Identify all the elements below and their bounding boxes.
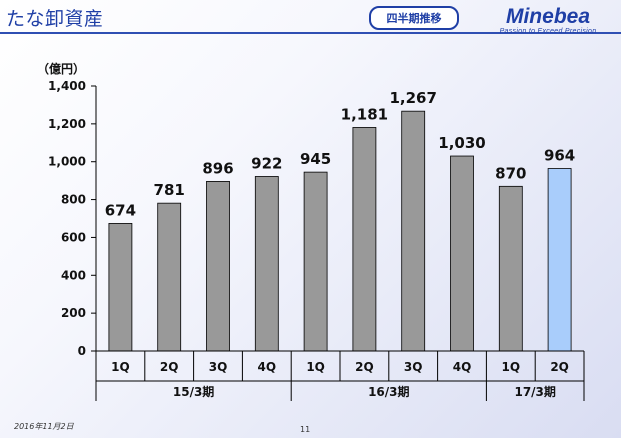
- bar-value-label: 674: [105, 201, 136, 219]
- bar-value-label: 1,267: [389, 89, 436, 107]
- bar-value-label: 781: [154, 181, 185, 199]
- fiscal-year-label: 17/3期: [514, 384, 555, 399]
- bar: [450, 155, 474, 352]
- bar: [108, 223, 133, 352]
- title-underline: [0, 32, 621, 34]
- y-tick-label: 600: [61, 230, 86, 244]
- x-tick-label: 1Q: [111, 360, 130, 374]
- bar-value-label: 1,181: [341, 105, 388, 123]
- bar-value-label: 1,030: [438, 134, 485, 152]
- x-tick-label: 3Q: [209, 360, 228, 374]
- bar: [206, 180, 230, 352]
- x-tick-label: 2Q: [550, 360, 569, 374]
- y-axis-unit-label: （億円）: [37, 61, 85, 76]
- y-tick-label: 1,400: [48, 79, 86, 93]
- bar: [303, 171, 328, 352]
- bar-value-label: 945: [300, 150, 331, 168]
- page-title: たな卸資産: [6, 8, 104, 30]
- company-logo: Minebea Passion to Exceed Precision: [480, 5, 616, 36]
- bar: [352, 127, 377, 352]
- x-tick-label: 2Q: [355, 360, 374, 374]
- logo-name: Minebea: [505, 5, 591, 28]
- fiscal-year-label: 16/3期: [368, 384, 409, 399]
- x-tick-label: 3Q: [404, 360, 423, 374]
- bar-value-label: 922: [251, 154, 282, 172]
- bar: [498, 185, 523, 352]
- x-tick-label: 1Q: [502, 360, 521, 374]
- bar: [547, 168, 572, 352]
- x-tick-label: 1Q: [306, 360, 325, 374]
- x-tick-label: 4Q: [258, 360, 277, 374]
- bar-value-label: 964: [544, 147, 575, 165]
- bar: [254, 176, 279, 352]
- logo-tagline: Passion to Exceed Precision: [499, 28, 597, 35]
- bar: [157, 202, 182, 352]
- fiscal-year-label: 15/3期: [173, 384, 214, 399]
- bar-value-label: 896: [202, 159, 233, 177]
- period-badge: 四半期推移: [369, 6, 459, 30]
- x-tick-label: 2Q: [160, 360, 179, 374]
- bar-value-label: 870: [495, 164, 526, 182]
- y-tick-label: 200: [61, 306, 86, 320]
- y-tick-label: 1,200: [48, 117, 86, 131]
- bar: [401, 110, 426, 352]
- y-tick-label: 1,000: [48, 155, 86, 169]
- y-tick-label: 800: [61, 193, 86, 207]
- x-tick-label: 4Q: [453, 360, 472, 374]
- y-tick-label: 0: [78, 344, 86, 358]
- y-tick-label: 400: [61, 268, 86, 282]
- page-number: 11: [300, 425, 311, 434]
- footer-date: 2016年11月2日: [14, 422, 74, 431]
